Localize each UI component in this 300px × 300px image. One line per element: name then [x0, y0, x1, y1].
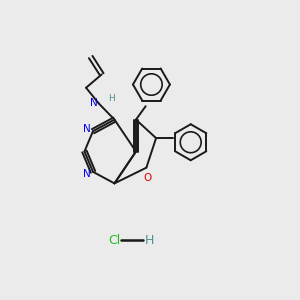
- Text: Cl: Cl: [108, 234, 120, 247]
- Text: O: O: [143, 173, 152, 183]
- Text: H: H: [145, 234, 154, 247]
- Text: N: N: [90, 98, 98, 108]
- Text: H: H: [108, 94, 115, 103]
- Text: N: N: [83, 124, 91, 134]
- Text: N: N: [83, 169, 91, 179]
